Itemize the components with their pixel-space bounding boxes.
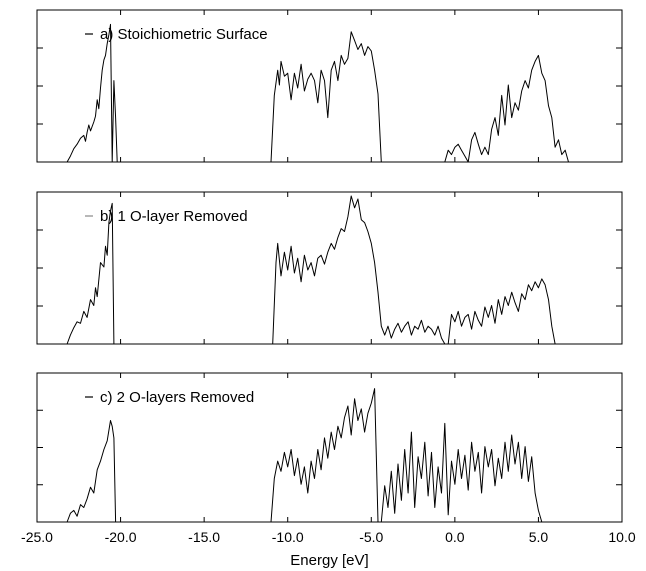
legend-label: a) Stoichiometric Surface	[100, 26, 268, 43]
dos-series-line	[272, 195, 446, 345]
dos-series-line	[66, 420, 117, 523]
x-tick-label: 5.0	[529, 529, 549, 545]
x-axis-title: Energy [eV]	[290, 552, 368, 569]
x-tick-label: -25.0	[21, 529, 53, 545]
legend-label: b) 1 O-layer Removed	[100, 208, 248, 225]
dos-series-line	[66, 23, 118, 163]
x-tick-label: 10.0	[608, 529, 635, 545]
dos-series-line	[270, 31, 382, 163]
legend-label: c) 2 O-layers Removed	[100, 389, 254, 406]
panel-3: c) 2 O-layers Removed	[36, 372, 623, 523]
x-tick-label: -20.0	[105, 529, 137, 545]
dos-series-line	[66, 202, 115, 345]
x-tick-label: -15.0	[188, 529, 220, 545]
x-tick-label: -10.0	[272, 529, 304, 545]
panel-1: a) Stoichiometric Surface	[36, 9, 623, 163]
dos-series-line	[444, 54, 569, 163]
panel-2: b) 1 O-layer Removed	[36, 191, 623, 345]
dos-series-line	[270, 388, 379, 523]
x-tick-label: 0.0	[445, 529, 465, 545]
dos-series-line	[380, 422, 543, 523]
x-tick-label: -5.0	[359, 529, 383, 545]
dos-series-line	[447, 278, 556, 345]
